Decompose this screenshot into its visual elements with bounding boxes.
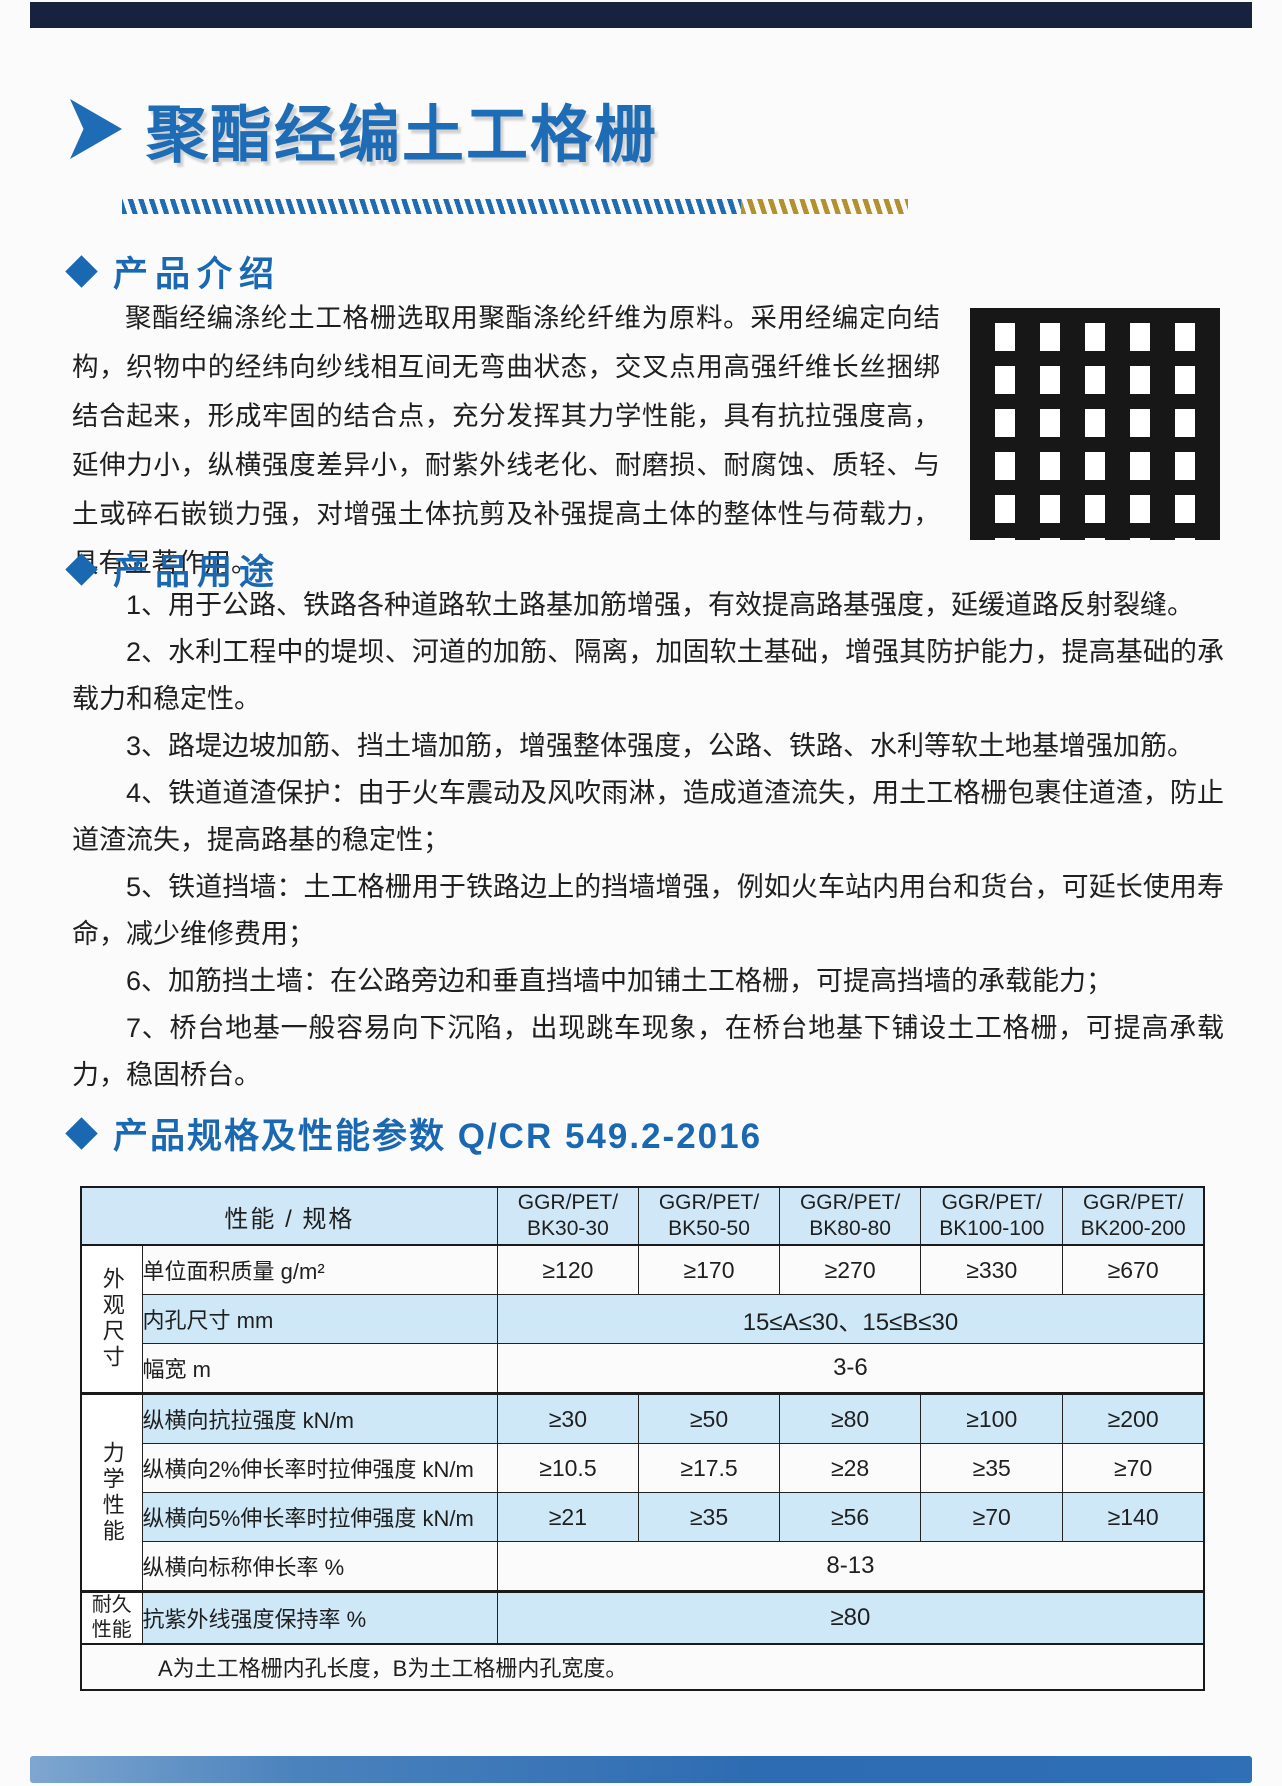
property-cell: 幅宽 m [141, 1343, 498, 1394]
section-heading-specs: 产品规格及性能参数 Q/CR 549.2-2016 [65, 1108, 763, 1159]
column-header: GGR/PET/ BK80-80 [779, 1186, 922, 1246]
table-row: 纵横向2%伸长率时拉伸强度 kN/m ≥10.5 ≥17.5 ≥28 ≥35 ≥… [81, 1443, 1205, 1493]
use-item: 3、路堤边坡加筋、挡土墙加筋，增强整体强度，公路、铁路、水利等软土地基增强加筋。 [126, 731, 1195, 761]
merged-value-cell: ≥80 [496, 1590, 1205, 1645]
value-cell: ≥70 [920, 1492, 1064, 1542]
decorative-bottom-bar [30, 1756, 1252, 1783]
column-header-line: GGR/PET/ [941, 1191, 1042, 1214]
intro-paragraph: 聚酯经编涤纶土工格栅选取用聚酯涤纶纤维为原料。采用经编定向结构，织物中的经纬向纱… [72, 303, 940, 578]
column-header-line: GGR/PET/ [799, 1191, 901, 1214]
row-group-appearance: 外观尺寸 [80, 1244, 143, 1394]
value-cell: ≥30 [496, 1392, 639, 1444]
property-cell: 纵横向2%伸长率时拉伸强度 kN/m [141, 1443, 498, 1493]
diamond-icon [65, 553, 98, 586]
page-title-row: 聚酯经编土工格栅 [70, 84, 658, 174]
column-header: GGR/PET/ BK200-200 [1062, 1186, 1205, 1246]
title-underline-stripes [122, 199, 908, 214]
column-header-line: BK80-80 [809, 1217, 891, 1240]
row-group-label: 耐久性能 [91, 1594, 132, 1641]
stripe-segment-gold [741, 199, 908, 214]
value-cell: ≥80 [779, 1392, 922, 1444]
section-heading-uses: 产品用途 [65, 544, 282, 595]
arrow-right-icon [70, 99, 122, 159]
spec-table: 性能 / 规格 GGR/PET/ BK30-30 GGR/PET/ BK50-5… [80, 1186, 1205, 1691]
intro-section: 聚酯经编涤纶土工格栅选取用聚酯涤纶纤维为原料。采用经编定向结构，织物中的经纬向纱… [72, 294, 1220, 588]
value-cell: ≥140 [1062, 1492, 1205, 1542]
use-item: 4、铁道道渣保护：由于火车震动及风吹雨淋，造成道渣流失，用土工格栅包裹住道渣，防… [72, 778, 1224, 855]
table-row: 内孔尺寸 mm 15≤A≤30、15≤B≤30 [81, 1294, 1205, 1344]
value-cell: ≥670 [1062, 1244, 1205, 1295]
column-header: GGR/PET/ BK30-30 [496, 1186, 639, 1246]
value-cell: ≥120 [496, 1244, 639, 1295]
section-heading-intro-label: 产品介绍 [113, 255, 282, 294]
value-cell: ≥28 [779, 1443, 922, 1493]
value-cell: ≥70 [1062, 1443, 1205, 1493]
column-header-line: BK100-100 [939, 1217, 1045, 1240]
column-header-line: BK30-30 [527, 1217, 609, 1240]
row-group-label: 外观尺寸 [99, 1267, 125, 1371]
table-footnote: A为土工格栅内孔长度，B为土工格栅内孔宽度。 [80, 1643, 1205, 1691]
uses-list: 1、用于公路、铁路各种道路软土路基加筋增强，有效提高路基强度，延缓道路反射裂缝。… [72, 582, 1224, 1099]
row-group-durability: 耐久性能 [80, 1590, 143, 1645]
table-row: 外观尺寸 单位面积质量 g/m² ≥120 ≥170 ≥270 ≥330 ≥67… [80, 1244, 1205, 1394]
value-cell: ≥170 [637, 1244, 781, 1295]
column-header-line: GGR/PET/ [517, 1191, 619, 1214]
table-row: 纵横向标称伸长率 % 8-13 [81, 1541, 1205, 1592]
property-cell: 纵横向抗拉强度 kN/m [141, 1392, 498, 1444]
value-cell: ≥35 [637, 1492, 781, 1542]
merged-value-cell: 3-6 [496, 1343, 1205, 1394]
decorative-top-bar [30, 2, 1252, 28]
row-group-label: 力学性能 [99, 1440, 125, 1545]
table-footnote-row: A为土工格栅内孔长度，B为土工格栅内孔宽度。 [80, 1643, 1205, 1691]
property-cell: 单位面积质量 g/m² [141, 1244, 498, 1295]
use-item: 6、加筋挡土墙：在公路旁边和垂直挡墙中加铺土工格栅，可提高挡墙的承载能力； [126, 966, 1114, 996]
table-row: 幅宽 m 3-6 [81, 1343, 1205, 1394]
row-group-mechanical: 力学性能 [80, 1392, 143, 1592]
use-item: 5、铁道挡墙：土工格栅用于铁路边上的挡墙增强，例如火车站内用台和货台，可延长使用… [72, 872, 1224, 949]
value-cell: ≥200 [1062, 1392, 1205, 1444]
table-row: 耐久性能 抗紫外线强度保持率 % ≥80 [80, 1590, 1205, 1645]
table-header-row: 性能 / 规格 GGR/PET/ BK30-30 GGR/PET/ BK50-5… [80, 1186, 1205, 1246]
use-item: 2、水利工程中的堤坝、河道的加筋、隔离，加固软土基础，增强其防护能力，提高基础的… [72, 637, 1224, 714]
table-row: 力学性能 纵横向抗拉强度 kN/m ≥30 ≥50 ≥80 ≥100 ≥200 [80, 1392, 1205, 1592]
property-cell: 纵横向5%伸长率时拉伸强度 kN/m [141, 1492, 498, 1542]
value-cell: ≥100 [920, 1392, 1064, 1444]
value-cell: ≥10.5 [496, 1443, 639, 1493]
diamond-icon [65, 255, 98, 288]
merged-value-cell: 8-13 [496, 1541, 1205, 1592]
value-cell: ≥270 [779, 1244, 922, 1295]
use-item: 7、桥台地基一般容易向下沉陷，出现跳车现象，在桥台地基下铺设土工格栅，可提高承载… [72, 1013, 1224, 1090]
column-header: GGR/PET/ BK50-50 [637, 1186, 781, 1246]
value-cell: ≥330 [920, 1244, 1064, 1295]
diamond-icon [65, 1117, 98, 1150]
column-header-line: GGR/PET/ [658, 1191, 760, 1214]
use-item: 1、用于公路、铁路各种道路软土路基加筋增强，有效提高路基强度，延缓道路反射裂缝。 [126, 590, 1195, 620]
value-cell: ≥35 [920, 1443, 1064, 1493]
geogrid-product-image [970, 308, 1220, 540]
column-header-line: BK50-50 [668, 1217, 750, 1240]
section-heading-intro: 产品介绍 [65, 246, 282, 297]
value-cell: ≥50 [637, 1392, 781, 1444]
value-cell: ≥17.5 [637, 1443, 781, 1493]
stripe-segment-blue [122, 199, 741, 214]
property-cell: 内孔尺寸 mm [141, 1294, 498, 1344]
property-cell: 纵横向标称伸长率 % [141, 1541, 498, 1592]
table-row: 纵横向5%伸长率时拉伸强度 kN/m ≥21 ≥35 ≥56 ≥70 ≥140 [81, 1492, 1205, 1542]
column-header-line: BK200-200 [1080, 1217, 1186, 1240]
value-cell: ≥21 [496, 1492, 639, 1542]
spec-table-wrap: 性能 / 规格 GGR/PET/ BK30-30 GGR/PET/ BK50-5… [80, 1186, 1205, 1691]
page-title: 聚酯经编土工格栅 [146, 102, 659, 170]
section-heading-specs-label: 产品规格及性能参数 Q/CR 549.2-2016 [113, 1117, 763, 1156]
value-cell: ≥56 [779, 1492, 922, 1542]
column-header: GGR/PET/ BK100-100 [920, 1186, 1064, 1246]
column-header-line: GGR/PET/ [1082, 1191, 1184, 1214]
merged-value-cell: 15≤A≤30、15≤B≤30 [496, 1294, 1205, 1344]
section-heading-uses-label: 产品用途 [113, 553, 282, 592]
table-corner-cell: 性能 / 规格 [80, 1186, 498, 1246]
property-cell: 抗紫外线强度保持率 % [141, 1590, 498, 1645]
